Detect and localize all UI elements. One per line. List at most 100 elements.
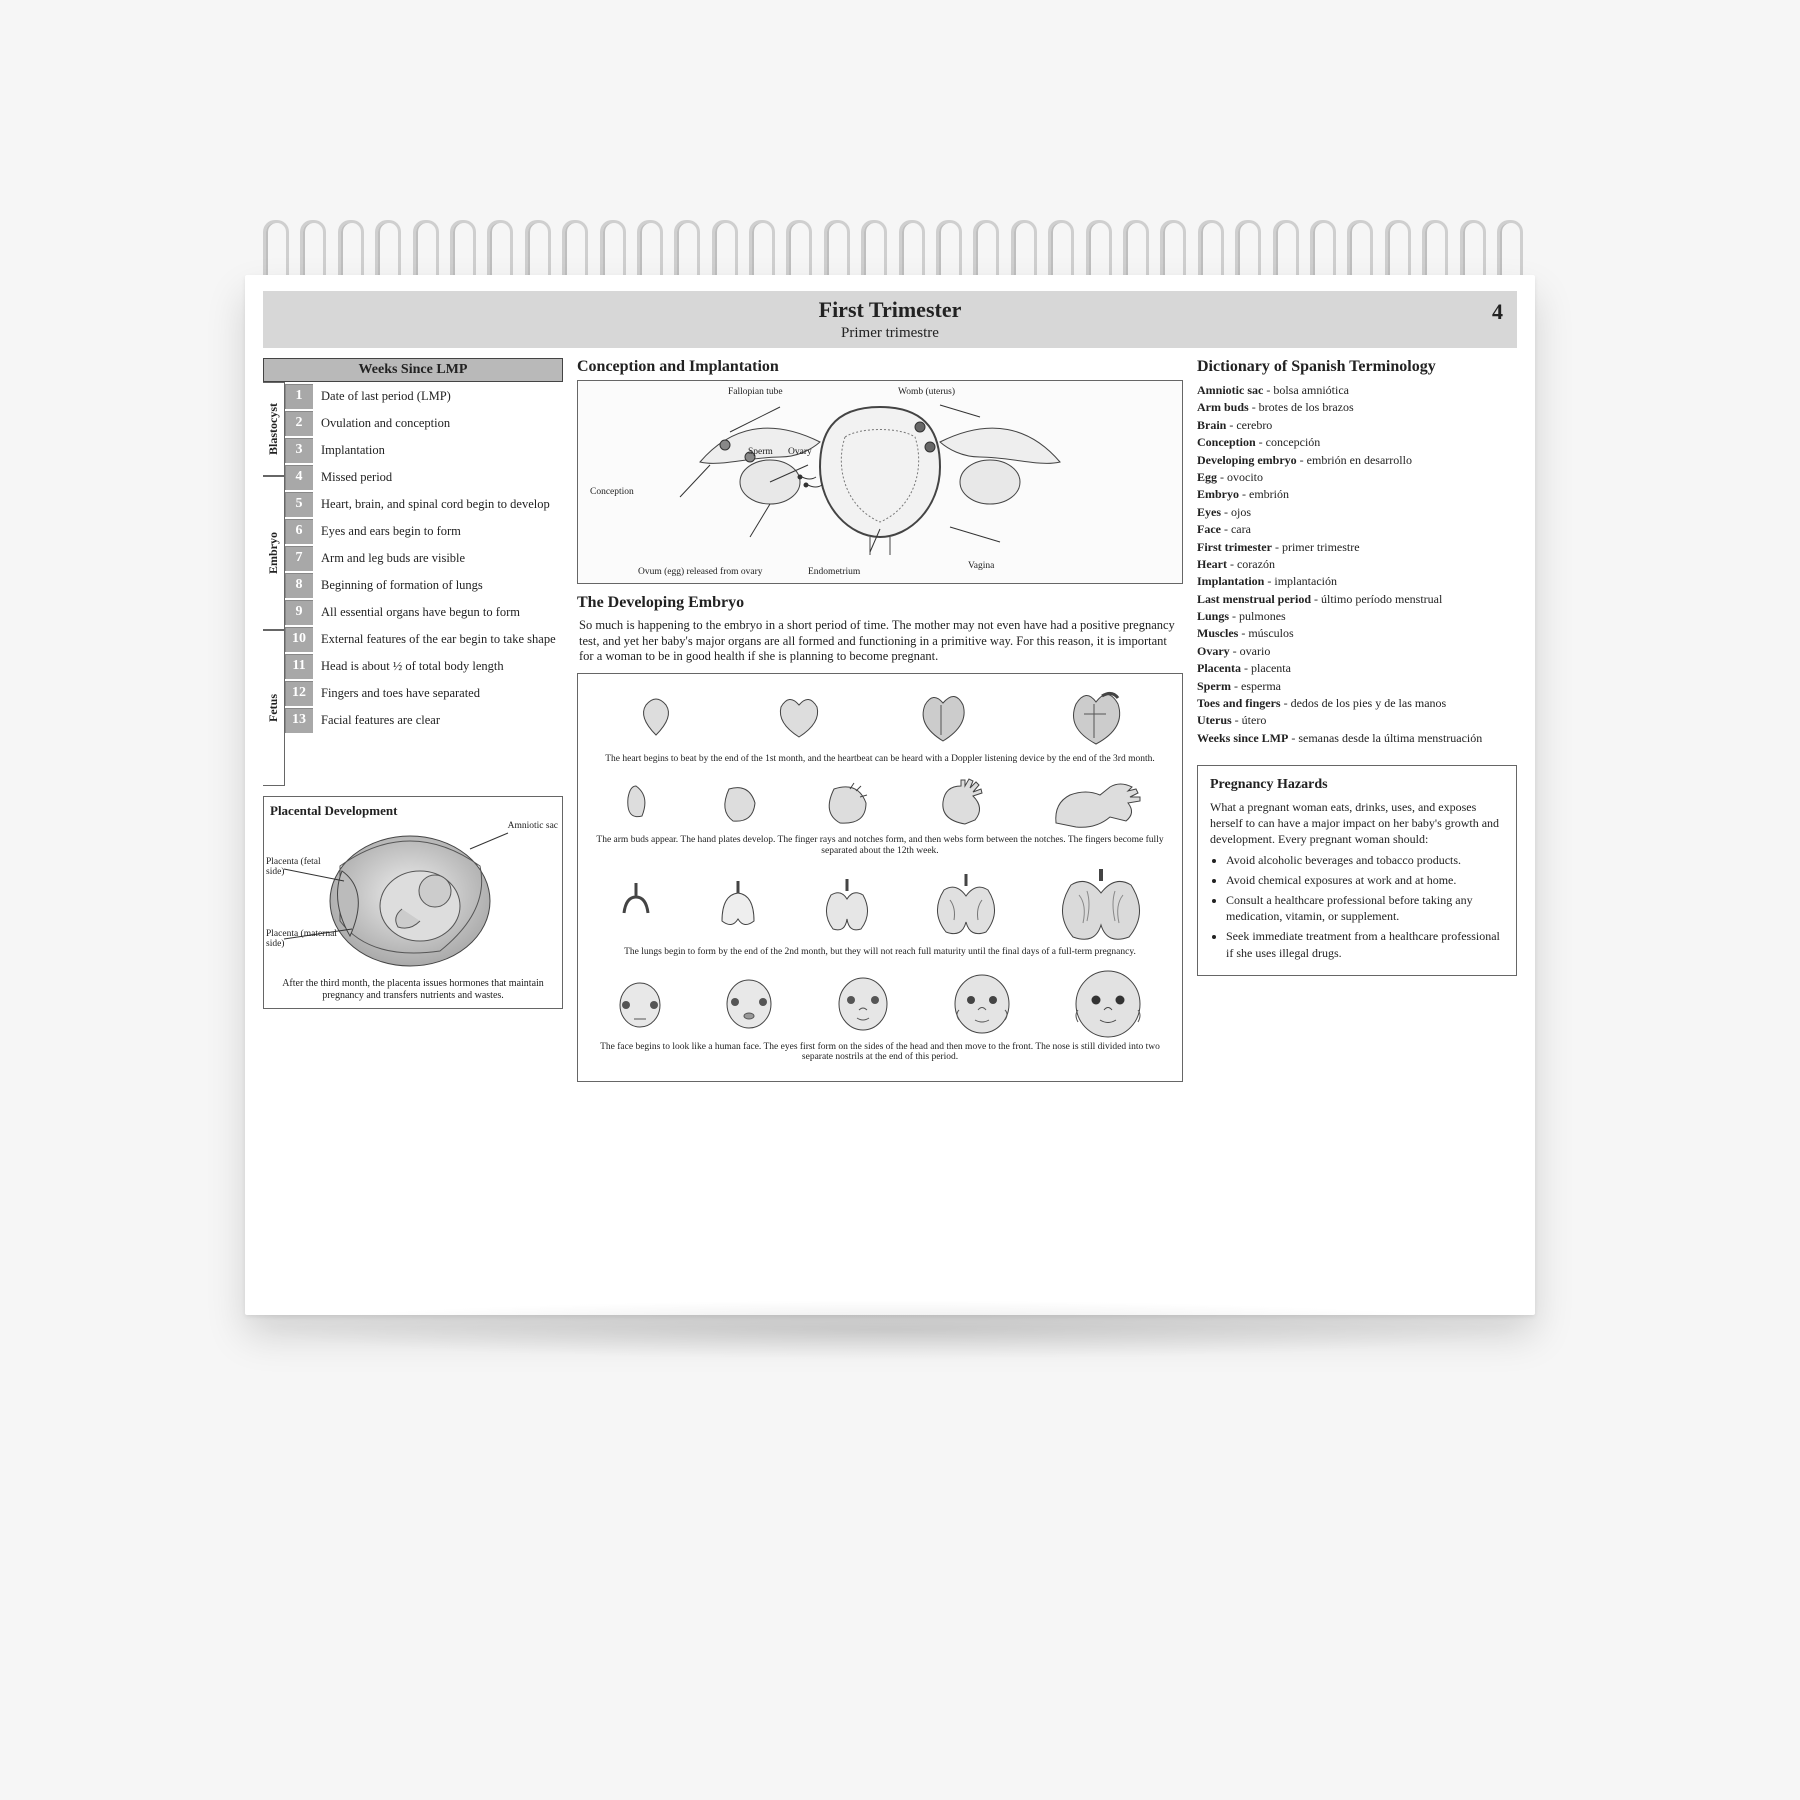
week-number: 1 [285,384,313,409]
week-number: 5 [285,492,313,517]
conception-diagram: Fallopian tube Womb (uterus) Sperm Ovary… [577,380,1183,584]
dictionary-entry: Lungs - pulmones [1197,608,1517,625]
dictionary-entry: Embryo - embrión [1197,486,1517,503]
week-number: 11 [285,654,313,679]
label-womb: Womb (uterus) [898,387,955,397]
label-fallopian: Fallopian tube [728,387,783,397]
label-conception: Conception [590,487,634,497]
page-subtitle: Primer trimestre [841,325,939,342]
week-row: 6 Eyes and ears begin to form [285,519,563,544]
week-row: 5Heart, brain, and spinal cord begin to … [285,492,563,517]
week-row: 2 Ovulation and conception [285,411,563,436]
week-number: 12 [285,681,313,706]
hazards-intro: What a pregnant woman eats, drinks, uses… [1210,799,1504,848]
week-row: 11 Head is about ½ of total body length [285,654,563,679]
middle-column: Conception and Implantation [577,358,1183,1082]
week-text: External features of the ear begin to ta… [321,632,556,646]
week-text: All essential organs have begun to form [321,605,520,619]
conception-title: Conception and Implantation [577,358,1183,376]
dictionary-list: Amniotic sac - bolsa amnióticaArm buds -… [1197,382,1517,747]
weeks-list: 1Date of last period (LMP)2 Ovulation and… [285,382,563,786]
left-column: Weeks Since LMP BlastocystEmbryoFetus 1D… [263,358,563,1082]
developing-title: The Developing Embryo [577,594,1183,612]
week-text: Missed period [321,470,392,484]
week-number: 2 [285,411,313,436]
dictionary-entry: Muscles - músculos [1197,625,1517,642]
hazard-item: Seek immediate treatment from a healthca… [1226,928,1504,960]
placental-title: Placental Development [270,803,556,819]
hazards-title: Pregnancy Hazards [1210,776,1504,795]
stage-segment: Fetus [263,630,285,786]
week-number: 4 [285,465,313,490]
weeks-header: Weeks Since LMP [263,358,563,382]
label-placenta-fetal: Placenta (fetal side) [266,857,336,877]
page-shadow [245,1300,1535,1360]
stage: First Trimester Primer trimestre 4 Weeks… [0,0,1800,1800]
week-number: 9 [285,600,313,625]
dictionary-entry: Face - cara [1197,521,1517,538]
hazards-list: Avoid alcoholic beverages and tobacco pr… [1226,852,1504,961]
week-row: 1Date of last period (LMP) [285,384,563,409]
page: First Trimester Primer trimestre 4 Weeks… [245,275,1535,1315]
faces-row [586,966,1174,1040]
arms-row [586,773,1174,833]
content-columns: Weeks Since LMP BlastocystEmbryoFetus 1D… [245,354,1535,1096]
week-row: 4 Missed period [285,465,563,490]
dictionary-entry: Amniotic sac - bolsa amniótica [1197,382,1517,399]
dictionary-entry: Conception - concepción [1197,434,1517,451]
dictionary-entry: Implantation - implantación [1197,573,1517,590]
week-text: Arm and leg buds are visible [321,551,465,565]
label-vagina: Vagina [968,561,994,571]
hearts-caption: The heart begins to beat by the end of t… [594,754,1166,765]
label-sperm: Sperm [748,447,773,457]
lungs-row [586,865,1174,945]
label-placenta-maternal: Placenta (maternal side) [266,929,346,949]
placental-box: Placental Development [263,796,563,1009]
label-amniotic-sac: Amniotic sac [508,821,558,831]
week-row: 8 Beginning of formation of lungs [285,573,563,598]
dictionary-entry: Sperm - esperma [1197,678,1517,695]
stage-segment: Blastocyst [263,382,285,476]
arms-caption: The arm buds appear. The hand plates dev… [594,835,1166,857]
dictionary-entry: Weeks since LMP - semanas desde la últim… [1197,730,1517,747]
dictionary-entry: Toes and fingers - dedos de los pies y d… [1197,695,1517,712]
week-number: 6 [285,519,313,544]
page-number: 4 [1492,299,1503,325]
week-row: 10External features of the ear begin to … [285,627,563,652]
dictionary-entry: Arm buds - brotes de los brazos [1197,399,1517,416]
hazard-item: Consult a healthcare professional before… [1226,892,1504,924]
right-column: Dictionary of Spanish Terminology Amniot… [1197,358,1517,1082]
lungs-caption: The lungs begin to form by the end of th… [594,947,1166,958]
dictionary-entry: Last menstrual period - último período m… [1197,591,1517,608]
week-text: Head is about ½ of total body length [321,659,504,673]
hazard-item: Avoid chemical exposures at work and at … [1226,872,1504,888]
week-number: 8 [285,573,313,598]
week-number: 13 [285,708,313,733]
placental-caption: After the third month, the placenta issu… [270,978,556,1002]
week-row: 9 All essential organs have begun to form [285,600,563,625]
title-bar: First Trimester Primer trimestre 4 [263,291,1517,348]
week-row: 3 Implantation [285,438,563,463]
faces-caption: The face begins to look like a human fac… [594,1042,1166,1064]
dictionary-entry: Developing embryo - embrión en desarroll… [1197,452,1517,469]
label-endometrium: Endometrium [808,567,860,577]
label-ovary: Ovary [788,447,812,457]
week-row: 12 Fingers and toes have separated [285,681,563,706]
week-number: 3 [285,438,313,463]
week-row: 7 Arm and leg buds are visible [285,546,563,571]
stage-segment: Embryo [263,476,285,630]
week-text: Facial features are clear [321,713,440,727]
week-text: Beginning of formation of lungs [321,578,483,592]
week-text: Fingers and toes have separated [321,686,480,700]
developing-body: So much is happening to the embryo in a … [579,618,1181,665]
dictionary-title: Dictionary of Spanish Terminology [1197,358,1517,376]
dictionary-entry: Ovary - ovario [1197,643,1517,660]
week-row: 13 Facial features are clear [285,708,563,733]
week-text: Ovulation and conception [321,416,450,430]
week-number: 7 [285,546,313,571]
week-text: Implantation [321,443,385,457]
dictionary-entry: Brain - cerebro [1197,417,1517,434]
dictionary-entry: Heart - corazón [1197,556,1517,573]
dictionary-entry: Eyes - ojos [1197,504,1517,521]
week-text: Eyes and ears begin to form [321,524,461,538]
